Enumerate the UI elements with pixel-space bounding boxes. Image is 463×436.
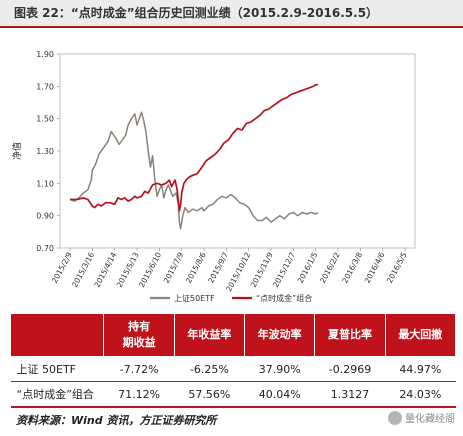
title-rule [0,26,463,28]
x-axis: 2015/2/92015/3/162015/4/142015/5/132015/… [50,248,409,293]
table-header-cell: 最大回撤 [384,313,457,357]
legend: 上证50ETF “点时成金”组合 [150,293,312,303]
wechat-icon [388,410,402,425]
table-header-cell [9,313,105,357]
table-header-cell: 持有 期收益 [103,313,175,357]
legend-label: “点时成金”组合 [256,293,312,303]
x-tick-label: 2015/8/6 [184,251,208,285]
y-tick-label: 1.70 [36,82,54,91]
table-header-cell: 年收益率 [173,313,246,357]
x-tick-label: 2015/7/9 [162,251,186,285]
table-cell: -6.25% [174,356,245,382]
table-row: “点时成金”组合 71.12% 57.56% 40.04% 1.3127 24.… [10,381,456,408]
series-lines [69,83,319,230]
x-tick-label: 2016/3/8 [340,251,364,285]
series-line-portfolio [70,83,318,212]
y-tick-label: 1.90 [36,50,54,59]
table-cell: -0.2969 [314,356,386,382]
plot-frame [59,53,416,249]
table-header-cell: 年波动率 [244,313,316,357]
watermark-text: 量化藏经阁 [405,414,455,425]
y-axis-label: 净值 [11,142,23,160]
table-row-label: “点时成金”组合 [10,381,104,408]
y-tick-label: 0.90 [36,212,54,221]
x-tick-label: 2015/12/7 [271,251,297,289]
x-tick-label: 2016/2/2 [318,251,342,285]
performance-table: 持有 期收益 年收益率 年波动率 夏普比率 最大回撤 上证 50ETF -7.7… [9,313,457,408]
table-header-cell: 夏普比率 [314,313,386,357]
watermark: 量化藏经阁 [388,410,455,425]
y-axis: 0.70 0.90 1.10 1.30 1.50 1.70 1.90 [36,50,60,253]
chart-title: 图表 22：“点时成金”组合历史回测业绩（2015.2.9-2016.5.5） [0,0,463,26]
table-row-label: 上证 50ETF [10,356,104,382]
table-cell: 24.03% [385,381,456,408]
y-tick-label: 0.70 [36,244,54,253]
table-cell: 37.90% [244,356,315,382]
table-cell: -7.72% [103,356,175,382]
table-cell: 71.12% [103,381,175,408]
x-tick-label: 2015/2/9 [50,251,74,285]
x-tick-label: 2016/4/6 [363,251,387,285]
x-tick-label: 2015/6/10 [137,251,163,289]
table-cell: 57.56% [174,381,245,408]
y-tick-label: 1.50 [36,115,54,124]
source-note: 资料来源：Wind 资讯，方正证券研究所 [16,414,217,427]
x-tick-label: 2016/1/5 [296,251,320,285]
table-row: 上证 50ETF -7.72% -6.25% 37.90% -0.2969 44… [10,356,456,382]
x-tick-label: 2015/9/7 [206,251,230,285]
table-cell: 40.04% [244,381,315,408]
table-header-row: 持有 期收益 年收益率 年波动率 夏普比率 最大回撤 [9,313,457,357]
table-cell: 44.97% [385,356,456,382]
legend-label: 上证50ETF [174,294,215,303]
y-tick-label: 1.30 [36,147,54,156]
x-tick-label: 2016/5/5 [385,251,409,285]
y-tick-label: 1.10 [36,179,54,188]
series-line-50etf [69,111,319,230]
table-cell: 1.3127 [314,381,386,408]
line-chart: 0.700.901.101.301.501.701.90 2015/2/9201… [11,50,416,303]
